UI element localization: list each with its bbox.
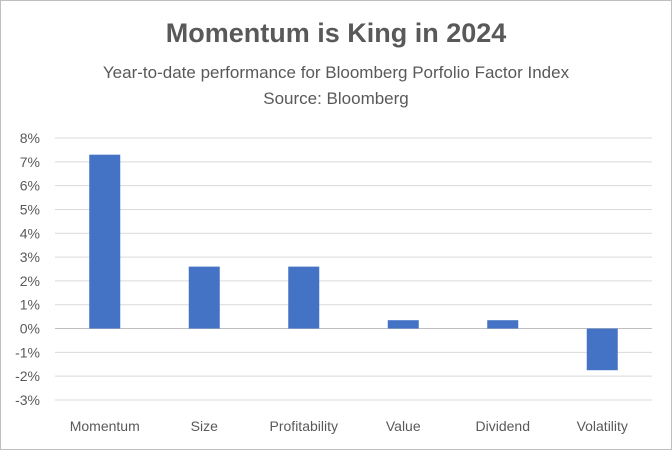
y-tick-label: 5% xyxy=(20,201,40,217)
x-tick-label: Value xyxy=(386,418,421,434)
chart-subtitle: Year-to-date performance for Bloomberg P… xyxy=(102,63,570,82)
bar-dividend xyxy=(487,320,519,329)
y-tick-label: 1% xyxy=(20,297,40,313)
x-tick-label: Size xyxy=(191,418,218,434)
chart-source: Source: Bloomberg xyxy=(263,89,409,108)
y-tick-label: 8% xyxy=(20,130,40,146)
y-tick-label: 4% xyxy=(20,225,40,241)
x-tick-label: Volatility xyxy=(577,418,628,434)
bars xyxy=(89,154,618,371)
y-tick-label: 2% xyxy=(20,273,40,289)
y-tick-label: -2% xyxy=(15,368,40,384)
y-tick-label: 6% xyxy=(20,178,40,194)
bar-profitability xyxy=(288,266,320,329)
bar-size xyxy=(188,266,220,329)
y-tick-label: -3% xyxy=(15,392,40,408)
x-tick-label: Profitability xyxy=(270,418,338,434)
y-axis: 8% 7% 6% 5% 4% 3% 2% 1% 0% -1% -2% -3% xyxy=(15,130,40,408)
x-tick-label: Dividend xyxy=(476,418,530,434)
x-axis: Momentum Size Profitability Value Dividend Vo… xyxy=(70,418,628,434)
bar-momentum xyxy=(89,154,121,329)
y-tick-label: 0% xyxy=(20,321,40,337)
bar-volatility xyxy=(586,328,618,371)
y-tick-label: 7% xyxy=(20,154,40,170)
x-tick-label: Momentum xyxy=(70,418,140,434)
y-tick-label: 3% xyxy=(20,249,40,265)
bar-value xyxy=(387,320,419,329)
gridlines xyxy=(55,137,652,401)
chart-title: Momentum is King in 2024 xyxy=(165,18,507,48)
y-tick-label: -1% xyxy=(15,344,40,360)
